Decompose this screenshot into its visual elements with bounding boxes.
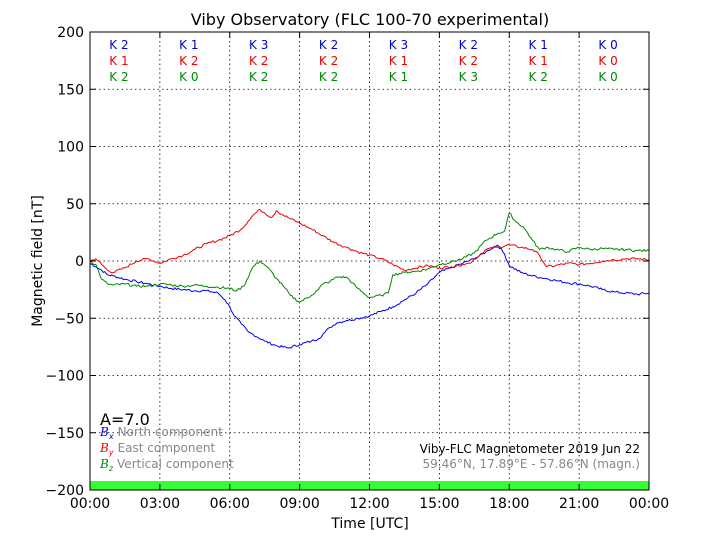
k-index-value: K 1 <box>389 70 408 84</box>
chart-title: Viby Observatory (FLC 100-70 experimenta… <box>191 10 550 29</box>
y-tick-label: −50 <box>54 311 84 327</box>
x-tick-label: 21:00 <box>559 496 599 512</box>
k-index-value: K 2 <box>109 70 128 84</box>
legend-subscript: z <box>108 464 114 473</box>
k-index-value: K 0 <box>598 54 617 68</box>
grid-lines <box>90 32 649 490</box>
y-tick-label: −100 <box>46 369 84 385</box>
info-line-2: 59.46°N, 17.89°E - 57.86°N (magn.) <box>423 457 640 471</box>
k-index-value: K 2 <box>319 54 338 68</box>
k-index-value: K 2 <box>319 38 338 52</box>
x-tick-label: 06:00 <box>210 496 250 512</box>
y-tick-label: 200 <box>57 25 84 41</box>
k-index-value: K 1 <box>529 38 548 52</box>
legend-symbol: B <box>99 425 109 439</box>
legend-entry: Bz Vertical component <box>99 457 234 473</box>
k-index-value: K 3 <box>459 70 478 84</box>
x-tick-label: 09:00 <box>279 496 319 512</box>
legend: Bx North component By East component Bz Verti… <box>99 425 234 473</box>
legend-subscript: x <box>108 432 114 441</box>
legend-entry: Bx North component <box>99 425 223 441</box>
x-tick-label: 15:00 <box>419 496 459 512</box>
info-line-1: Viby-FLC Magnetometer 2019 Jun 22 <box>420 442 640 456</box>
series-line <box>89 209 650 274</box>
y-tick-label: −150 <box>46 426 84 442</box>
k-index-value: K 0 <box>598 70 617 84</box>
k-index-value: K 0 <box>179 70 198 84</box>
k-index-value: K 2 <box>459 38 478 52</box>
k-index-value: K 3 <box>389 38 408 52</box>
legend-entry: By East component <box>99 441 215 457</box>
legend-label: Vertical component <box>117 457 234 471</box>
k-index-value: K 1 <box>109 54 128 68</box>
y-axis-label: Magnetic field [nT] <box>30 195 46 327</box>
series-layer <box>89 209 650 349</box>
x-tick-label: 00:00 <box>629 496 669 512</box>
y-tick-label: 150 <box>57 82 84 98</box>
legend-subscript: y <box>108 448 114 457</box>
legend-label: North component <box>118 425 224 439</box>
x-axis: 00:00 03:00 06:00 09:00 12:00 15:00 18:00 21:00… <box>70 32 669 512</box>
series-line <box>89 212 650 303</box>
k-index-value: K 3 <box>249 38 268 52</box>
k-index-value: K 2 <box>529 70 548 84</box>
legend-label: East component <box>118 441 216 455</box>
series-line <box>89 244 650 349</box>
y-tick-label: 50 <box>66 197 84 213</box>
k-index-value: K 2 <box>249 54 268 68</box>
k-index-value: K 2 <box>319 70 338 84</box>
y-tick-label: −200 <box>46 483 84 499</box>
x-tick-label: 00:00 <box>70 496 110 512</box>
k-index-value: K 2 <box>249 70 268 84</box>
y-tick-label: 100 <box>57 140 84 156</box>
a-index-label: A=7.0 <box>100 410 150 429</box>
x-axis-label: Time [UTC] <box>330 516 408 532</box>
legend-symbol: B <box>99 441 109 455</box>
k-index-value: K 2 <box>109 38 128 52</box>
k-index-value: K 1 <box>389 54 408 68</box>
k-index-table: K 2 K 1 K 3 K 2 K 3 K 2 K 1 K 0 K 1 K 2 K 2 K 2 K 1 K… <box>109 38 617 84</box>
y-axis: 200 150 100 50 0 −50 −100 −150 −200 <box>46 25 649 499</box>
legend-symbol: B <box>99 457 109 471</box>
k-index-value: K 0 <box>598 38 617 52</box>
y-tick-label: 0 <box>75 254 84 270</box>
x-tick-label: 12:00 <box>349 496 389 512</box>
k-index-value: K 1 <box>529 54 548 68</box>
k-index-value: K 1 <box>179 38 198 52</box>
k-index-value: K 2 <box>459 54 478 68</box>
x-tick-label: 03:00 <box>140 496 180 512</box>
x-tick-label: 18:00 <box>489 496 529 512</box>
k-index-value: K 2 <box>179 54 198 68</box>
